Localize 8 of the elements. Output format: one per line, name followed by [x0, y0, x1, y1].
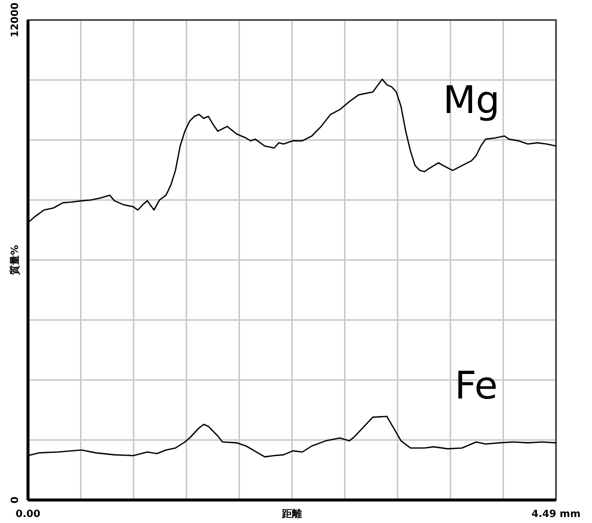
series-label: Fe [454, 363, 498, 408]
series-label: Mg [442, 78, 500, 122]
x-axis-title: 距離 [281, 508, 302, 520]
y-tick-label: 12000 [10, 2, 21, 38]
x-tick-label: 0.00 [16, 509, 40, 520]
y-axis-title: 質量% [9, 244, 21, 276]
y-tick-label: 0 [10, 496, 21, 504]
x-tick-label: 4.49 mm [532, 509, 580, 520]
